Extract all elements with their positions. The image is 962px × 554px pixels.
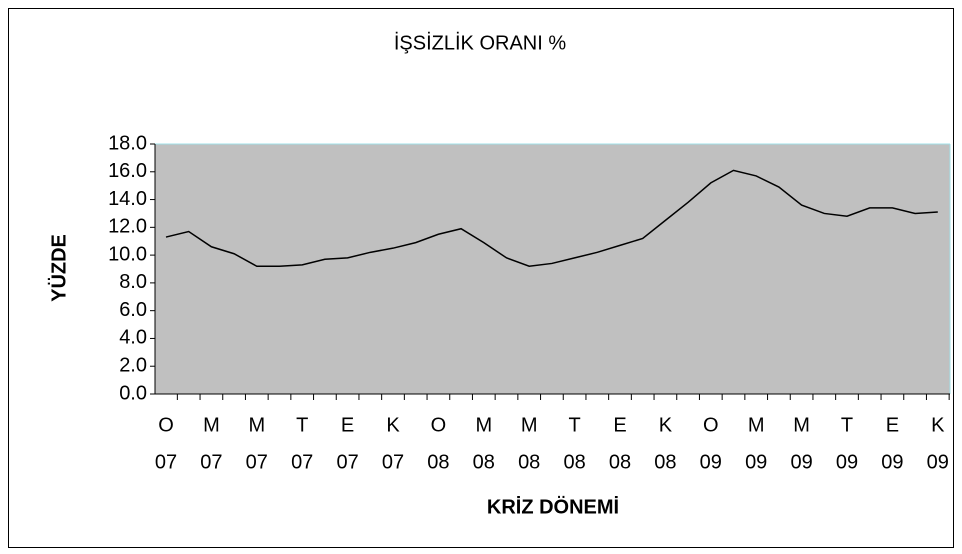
x-tick-label: 08 [563,451,585,473]
x-axis-label: KRİZ DÖNEMİ [487,495,619,518]
x-tick-label: K [386,414,400,436]
x-tick-label: 09 [836,451,858,473]
chart-title: İŞSİZLİK ORANI % [394,31,566,54]
x-tick-label: M [793,414,810,436]
x-tick-label: 09 [790,451,812,473]
y-tick-label: 10.0 [108,243,147,265]
x-tick-label: T [296,414,308,436]
y-tick-label: 18.0 [108,132,147,154]
x-tick-label: K [931,414,945,436]
plot-area [155,144,950,394]
x-tick-label: 09 [881,451,903,473]
x-tick-label: 09 [745,451,767,473]
x-tick-label: 08 [609,451,631,473]
x-tick-label: T [841,414,853,436]
y-tick-label: 16.0 [108,160,147,182]
y-tick-label: 12.0 [108,216,147,238]
x-tick-label: E [886,414,899,436]
y-tick-label: 4.0 [119,327,147,349]
x-tick-label: 07 [200,451,222,473]
x-tick-label: M [475,414,492,436]
x-tick-label: E [613,414,626,436]
x-tick-label: E [341,414,354,436]
x-tick-label: 09 [700,451,722,473]
x-tick-label: 07 [382,451,404,473]
y-tick-label: 14.0 [108,188,147,210]
series-line [165,169,938,267]
x-tick-label: 07 [291,451,313,473]
x-tick-label: O [158,414,174,436]
x-tick-label: 08 [473,451,495,473]
x-tick-label: 07 [336,451,358,473]
x-tick-label: T [568,414,580,436]
x-tick-label: M [248,414,265,436]
x-tick-label: 07 [155,451,177,473]
x-tick-label: M [521,414,538,436]
y-tick-label: 6.0 [119,299,147,321]
x-tick-label: M [203,414,220,436]
x-tick-label: 07 [246,451,268,473]
x-tick-label: O [703,414,719,436]
x-tick-label: 09 [927,451,949,473]
y-tick-label: 8.0 [119,271,147,293]
x-tick-label: 08 [518,451,540,473]
y-axis-label: YÜZDE [47,234,70,302]
y-tick-label: 2.0 [119,355,147,377]
x-tick-label: M [748,414,765,436]
y-tick-label: 0.0 [119,382,147,404]
x-tick-label: K [659,414,673,436]
x-tick-label: O [431,414,447,436]
x-tick-label: 08 [654,451,676,473]
x-tick-label: 08 [427,451,449,473]
